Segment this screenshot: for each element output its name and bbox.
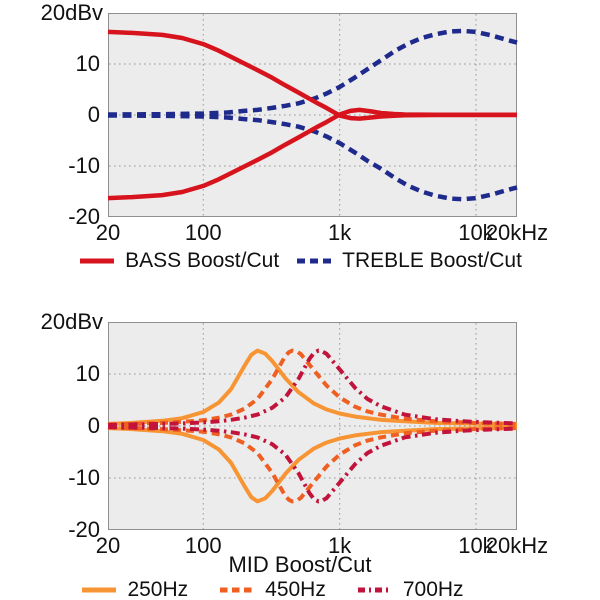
legend-swatch-icon (82, 587, 117, 593)
y-tick-label: -20 (68, 204, 100, 229)
curve-mid-250hz-cut (107, 425, 518, 504)
tone-chart-legend: BASS Boost/Cut TREBLE Boost/Cut (0, 248, 600, 274)
x-tick-label: 10k (458, 220, 494, 245)
x-tick-label: 1k (328, 220, 352, 245)
x-tick-label: 100 (184, 220, 222, 245)
x-tick-label: 20 (95, 220, 121, 245)
y-tick-label: -10 (68, 153, 100, 178)
mid-chart-legend: 250Hz 450Hz 700Hz (0, 577, 572, 600)
x-tick-label: 10k (458, 533, 494, 558)
x-tick-label: 1k (328, 533, 352, 558)
legend-label: TREBLE Boost/Cut (342, 249, 522, 272)
curve-treble-cut (107, 113, 518, 202)
legend-label: 450Hz (265, 578, 326, 600)
mid-chart-plot (107, 322, 518, 530)
curve-mid-250hz-boost (107, 348, 518, 427)
x-tick-label: 20kHz (485, 220, 549, 245)
mid-chart-axis-title: MID Boost/Cut (228, 552, 372, 577)
y-tick-label: -20 (68, 517, 100, 542)
curve-treble-boost (107, 28, 518, 117)
tone-chart-unit-label: 20dBv (40, 0, 103, 25)
x-tick-label: 100 (184, 533, 222, 558)
legend-label: 700Hz (402, 578, 464, 600)
x-tick-label: 20 (95, 533, 121, 558)
tone-chart-plot (107, 13, 518, 217)
curve-mid-700hz-cut (107, 425, 518, 504)
legend-swatch-icon (357, 587, 392, 593)
legend-item-700hz: 700Hz (356, 577, 464, 600)
legend-swatch-icon (220, 587, 255, 593)
legend-label: 250Hz (127, 578, 189, 600)
curve-mid-450hz-boost (107, 348, 518, 427)
y-tick-label: 0 (87, 413, 100, 438)
y-tick-label: -10 (68, 465, 100, 490)
curve-mid-450hz-cut (107, 425, 518, 504)
curve-mid-700hz-boost (107, 348, 518, 427)
legend-item-treble-boost-cut: TREBLE Boost/Cut (295, 248, 522, 274)
legend-item-250hz: 250Hz (80, 577, 188, 600)
legend-swatch-icon (80, 258, 115, 264)
curve-bass-cut (107, 107, 517, 201)
y-tick-label: 10 (75, 361, 100, 386)
legend-label: BASS Boost/Cut (125, 249, 280, 272)
legend-swatch-icon (297, 258, 332, 264)
x-tick-label: 20kHz (485, 533, 549, 558)
y-tick-label: 0 (87, 102, 100, 127)
y-tick-label: 10 (75, 51, 100, 76)
legend-item-bass-boost-cut: BASS Boost/Cut (78, 248, 279, 274)
mid-chart-unit-label: 20dBv (40, 309, 103, 334)
legend-item-450hz: 450Hz (218, 577, 326, 600)
